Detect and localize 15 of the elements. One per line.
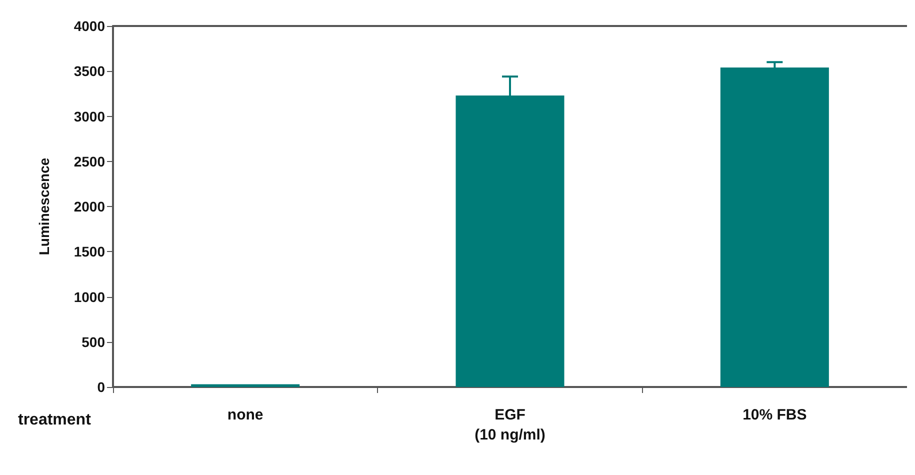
y-tick-label: 500 bbox=[82, 334, 106, 350]
y-axis-title: Luminescence bbox=[36, 158, 52, 256]
y-tick-label: 4000 bbox=[74, 18, 106, 34]
y-tick-label: 0 bbox=[97, 379, 106, 395]
y-tick-label: 2500 bbox=[74, 153, 106, 170]
y-tick-label: 3000 bbox=[74, 108, 106, 124]
x-tick-label: 10% FBS bbox=[742, 406, 807, 424]
x-tick-label: EGF (10 ng/ml) bbox=[474, 406, 546, 444]
y-tick-label: 2000 bbox=[74, 198, 106, 214]
x-axis-title: treatment bbox=[18, 412, 92, 428]
y-tick-label: 3500 bbox=[74, 63, 106, 80]
y-tick-label: 1000 bbox=[74, 288, 106, 305]
x-tick-label: none bbox=[227, 406, 264, 424]
y-tick-label: 1500 bbox=[74, 244, 106, 260]
bar bbox=[191, 384, 300, 387]
